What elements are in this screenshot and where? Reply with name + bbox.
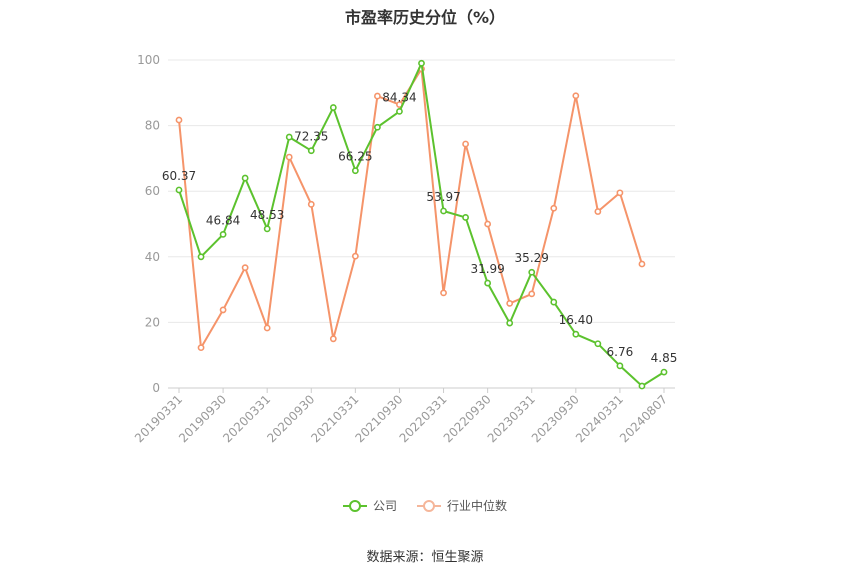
point-company (462, 214, 469, 221)
point-industry-median (594, 208, 602, 215)
point-industry-median (440, 289, 447, 297)
y-tick-label: 100 (137, 53, 160, 67)
point-industry-median (307, 200, 315, 208)
point-company (175, 186, 183, 194)
legend-label-company: 公司 (372, 499, 397, 513)
point-company (440, 207, 447, 215)
point-company (241, 174, 249, 182)
y-tick-label: 60 (145, 184, 160, 198)
series-line-industry-median (178, 67, 643, 349)
y-tick-label: 0 (152, 381, 160, 395)
point-company (418, 59, 425, 67)
point-industry-median (175, 116, 183, 124)
data-label: 72.35 (294, 130, 328, 144)
point-company (396, 107, 403, 115)
point-company (285, 133, 293, 141)
data-label: 31.99 (470, 262, 504, 276)
point-company (197, 253, 205, 261)
y-tick-label: 40 (145, 250, 160, 264)
series-line-company (178, 62, 665, 387)
data-label: 46.84 (206, 213, 240, 227)
point-industry-median (197, 344, 205, 352)
legend-swatch-industry-median (417, 499, 441, 513)
legend-label-industry-median: 行业中位数 (447, 499, 508, 513)
point-industry-median (329, 335, 337, 343)
point-industry-median (219, 306, 227, 314)
data-label: 35.29 (515, 251, 549, 265)
x-tick-label: 20240807 (617, 392, 670, 445)
point-industry-median (528, 290, 536, 298)
point-company (484, 279, 492, 287)
y-tick-label: 20 (145, 315, 160, 329)
point-company (374, 123, 381, 131)
point-industry-median (616, 189, 624, 197)
data-label: 6.76 (607, 345, 634, 359)
data-label: 84.34 (382, 90, 416, 104)
point-industry-median (572, 92, 580, 100)
data-label: 48.53 (250, 208, 284, 222)
point-company (572, 330, 580, 338)
point-industry-median (462, 140, 469, 148)
point-industry-median (638, 260, 646, 268)
chart-title: 市盈率历史分位（%） (344, 8, 506, 27)
point-company (351, 167, 359, 175)
point-company (660, 368, 668, 376)
data-label: 53.97 (426, 190, 460, 204)
point-company (329, 104, 337, 111)
point-industry-median (374, 92, 381, 100)
point-company (616, 362, 624, 370)
point-company (219, 230, 227, 238)
point-company (528, 268, 536, 276)
point-industry-median (241, 264, 249, 272)
legend-item-company[interactable]: 公司 (342, 497, 397, 514)
point-industry-median (550, 204, 558, 212)
point-industry-median (506, 299, 514, 307)
legend: 公司 行业中位数 (0, 497, 850, 514)
point-company (307, 147, 315, 155)
point-company (263, 225, 271, 233)
data-label: 16.40 (559, 313, 593, 327)
point-industry-median (285, 153, 293, 161)
legend-swatch-company (342, 499, 367, 513)
point-industry-median (484, 220, 492, 228)
legend-item-industry-median[interactable]: 行业中位数 (417, 497, 507, 514)
point-company (638, 382, 646, 390)
point-industry-median (351, 252, 359, 260)
data-label: 60.37 (162, 169, 196, 183)
data-label: 4.85 (651, 351, 678, 365)
y-tick-label: 80 (145, 119, 160, 133)
point-industry-median (263, 324, 271, 332)
point-company (506, 319, 514, 327)
point-company (594, 340, 602, 348)
source-note: 数据来源：恒生聚源 (366, 550, 484, 565)
data-label: 66.25 (338, 150, 372, 164)
point-company (550, 298, 558, 306)
